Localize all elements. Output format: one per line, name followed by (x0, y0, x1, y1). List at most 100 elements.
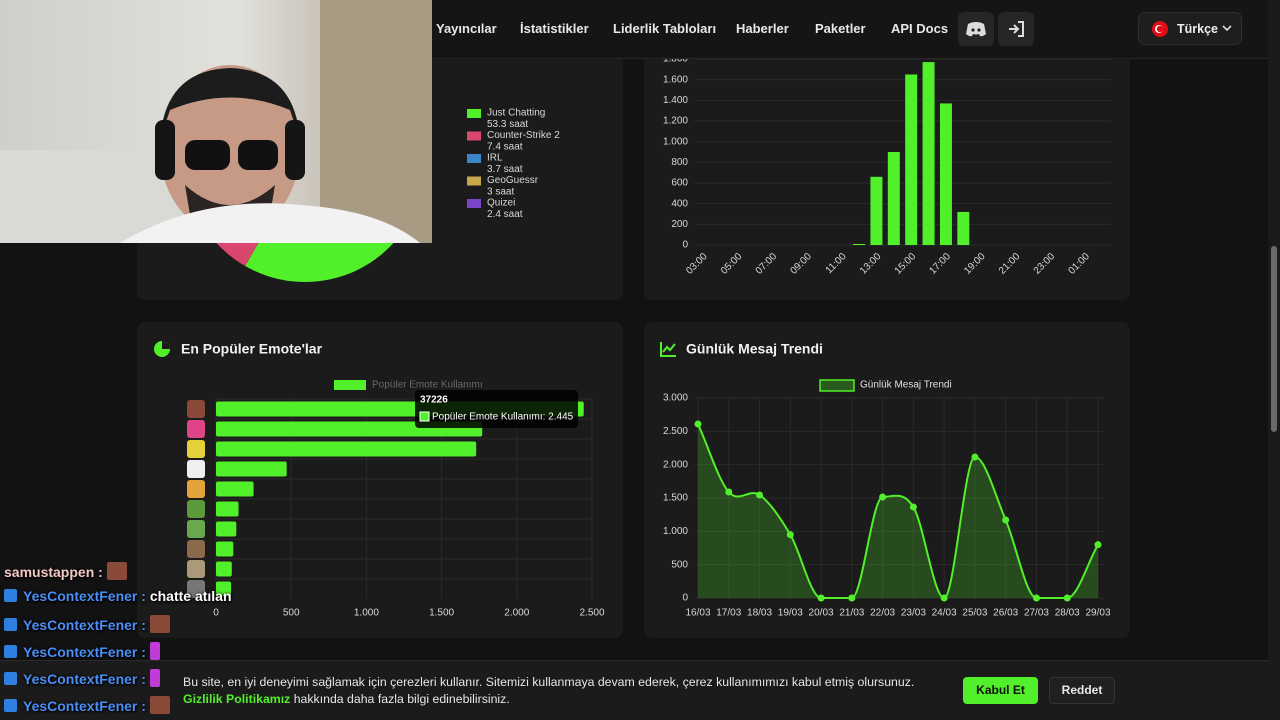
x-tick-label: 25/03 (962, 608, 987, 619)
chat-text: chatte atılan (149, 588, 232, 604)
emote-icon (187, 520, 205, 538)
language-select[interactable]: Türkçe (1138, 12, 1242, 45)
y-tick-label: 1.500 (663, 493, 688, 504)
emote-icon (187, 560, 205, 578)
chat-user: samustappen : (4, 564, 103, 580)
nav-link[interactable]: Haberler (736, 21, 789, 36)
legend-label: Günlük Mesaj Trendi (860, 380, 952, 391)
point (909, 503, 917, 511)
nav-link[interactable]: Liderlik Tabloları (613, 21, 717, 36)
bar (216, 561, 232, 577)
x-tick-label: 2.500 (579, 608, 604, 619)
legend-value: 3.7 saat (487, 164, 523, 175)
emote (106, 562, 127, 580)
tooltip: 37226 Popüler Emote Kullanımı: 2.445 (415, 390, 578, 428)
accept-button[interactable]: Kabul Et (963, 677, 1038, 704)
card (644, 0, 1130, 300)
cookie-text: hakkında daha fazla bilgi edinebilirsini… (293, 692, 510, 706)
chat-line: YesContextFener : chatte atılan (4, 588, 232, 610)
x-tick-label: 19/03 (778, 608, 803, 619)
chat-user: YesContextFener : (23, 671, 146, 687)
x-tick-label: 18/03 (747, 608, 772, 619)
y-tick-label: 500 (671, 559, 688, 570)
chat-user: YesContextFener : (23, 588, 146, 604)
discord-icon (966, 22, 986, 37)
bar (216, 581, 232, 597)
x-tick-label: 21/03 (839, 608, 864, 619)
badge (4, 618, 17, 631)
reject-button[interactable]: Reddet (1049, 677, 1115, 704)
legend-label: Counter-Strike 2 (487, 130, 560, 141)
nav-link[interactable]: API Docs (891, 21, 949, 36)
language-label: Türkçe (1177, 22, 1218, 36)
legend-value: 7.4 saat (487, 142, 523, 153)
y-tick-label: 2.000 (663, 459, 688, 470)
line (697, 423, 1099, 600)
point (1094, 541, 1102, 549)
privacy-link[interactable]: Gizlilik Politikamız (183, 692, 291, 706)
scrollbar[interactable] (1268, 0, 1280, 720)
y-tick-label: 1.400 (663, 95, 688, 106)
legend-value: 2.4 saat (487, 209, 523, 220)
emote-icon (187, 400, 205, 418)
x-tick-label: 22/03 (870, 608, 895, 619)
tooltip-swatch (419, 411, 430, 422)
chat-user: YesContextFener : (23, 644, 146, 660)
point (756, 491, 764, 499)
nav-link[interactable]: Yayıncılar (436, 21, 497, 36)
legend-label: IRL (487, 153, 503, 164)
point (817, 594, 825, 602)
y-tick-label: 3.000 (663, 393, 688, 404)
tooltip-title: 37226 (420, 395, 448, 406)
y-tick-label: 1.200 (663, 116, 688, 127)
scroll-thumb[interactable] (1271, 246, 1277, 432)
chat-user: YesContextFener : (23, 698, 146, 714)
emote-icon (187, 580, 205, 598)
chat-line: YesContextFener : (4, 669, 160, 691)
bar (957, 211, 970, 245)
legend-swatch (467, 109, 481, 118)
login-icon (1009, 21, 1024, 37)
card-title: En Popüler Emote'lar (181, 341, 323, 357)
legend-label: GeoGuessr (487, 175, 539, 186)
legend-value: 53.3 saat (487, 119, 528, 130)
y-tick-label: 2.500 (663, 426, 688, 437)
login-button[interactable] (998, 12, 1034, 46)
nav-link[interactable]: İstatistikler (520, 21, 589, 36)
y-tick-label: 1.800 (663, 54, 688, 65)
emote-icon (187, 420, 205, 438)
x-tick-label: 24/03 (932, 608, 957, 619)
y-tick-label: 0 (682, 240, 688, 251)
point (1002, 516, 1010, 524)
bar (887, 152, 900, 245)
y-tick-label: 600 (671, 178, 688, 189)
point (940, 594, 948, 602)
legend-swatch (467, 199, 481, 208)
y-tick-label: 0 (682, 593, 688, 604)
x-tick-label: 20/03 (809, 608, 834, 619)
legend-swatch (467, 176, 481, 186)
nav-link[interactable]: Paketler (815, 21, 866, 36)
chat-user: YesContextFener : (23, 617, 146, 633)
legend-label: Just Chatting (487, 108, 545, 119)
bar (853, 243, 866, 245)
chevron (1222, 25, 1232, 32)
y-tick-label: 200 (671, 219, 688, 230)
point (1063, 594, 1071, 602)
discord-button[interactable] (958, 12, 994, 46)
cookie-text: Bu site, en iyi deneyimi sağlamak için ç… (183, 675, 915, 689)
pie-icon (154, 341, 170, 357)
emote (149, 696, 170, 714)
x-tick-label: 17/03 (716, 608, 741, 619)
bar (216, 501, 239, 517)
cookie-message: Bu site, en iyi deneyimi sağlamak için ç… (183, 674, 918, 708)
card (644, 322, 1130, 638)
tooltip-box (415, 390, 578, 428)
webcam-overlay (0, 0, 432, 243)
point (971, 453, 979, 461)
x-tick-label: 26/03 (993, 608, 1018, 619)
emote (149, 615, 170, 633)
bar (870, 176, 883, 245)
tooltip-label: Popüler Emote Kullanımı: 2.445 (432, 412, 574, 423)
point (725, 488, 733, 496)
